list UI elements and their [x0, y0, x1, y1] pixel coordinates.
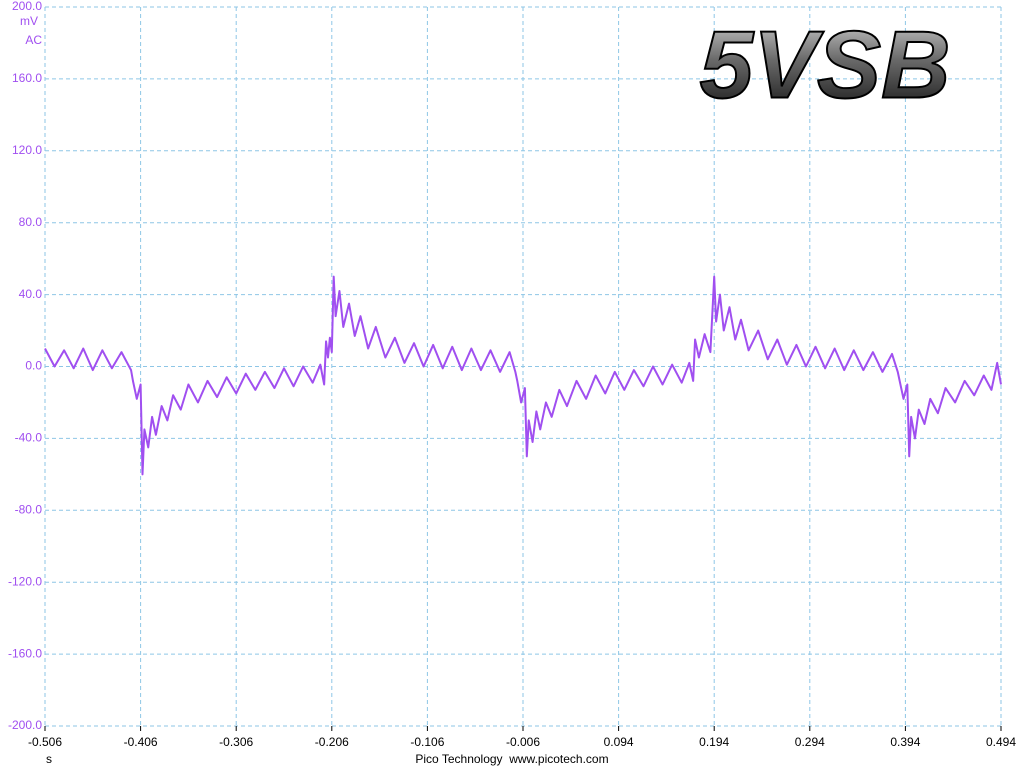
x-tick-label: -0.306: [219, 735, 253, 749]
y-tick-label: -200.0: [8, 718, 42, 732]
y-tick-label: -40.0: [15, 431, 43, 445]
x-tick-label: 0.094: [604, 735, 634, 749]
y-tick-label: 80.0: [19, 215, 43, 229]
x-tick-label: 0.394: [890, 735, 920, 749]
y-tick-label: -160.0: [8, 646, 42, 660]
chart-title: 5VSB: [700, 11, 951, 118]
x-tick-label: -0.406: [124, 735, 158, 749]
x-tick-label: 0.294: [795, 735, 825, 749]
y-tick-label: -80.0: [15, 502, 43, 516]
x-unit: s: [46, 752, 52, 766]
x-tick-label: -0.206: [315, 735, 349, 749]
y-tick-label: 120.0: [12, 143, 42, 157]
x-tick-label: -0.106: [410, 735, 444, 749]
y-tick-label: 200.0: [12, 0, 42, 13]
y-tick-label: 0.0: [25, 359, 42, 373]
y-tick-label: -120.0: [8, 574, 42, 588]
signal-line: [44, 275, 1002, 476]
y-tick-label: 160.0: [12, 71, 42, 85]
x-tick-label: -0.006: [506, 735, 540, 749]
coupling: AC: [25, 33, 42, 47]
y-unit: mV: [20, 14, 38, 28]
x-tick-label: 0.494: [986, 735, 1016, 749]
x-tick-label: 0.194: [699, 735, 729, 749]
footer: Pico Technology www.picotech.com: [415, 752, 608, 766]
y-tick-label: 40.0: [19, 287, 43, 301]
x-tick-label: -0.506: [28, 735, 62, 749]
